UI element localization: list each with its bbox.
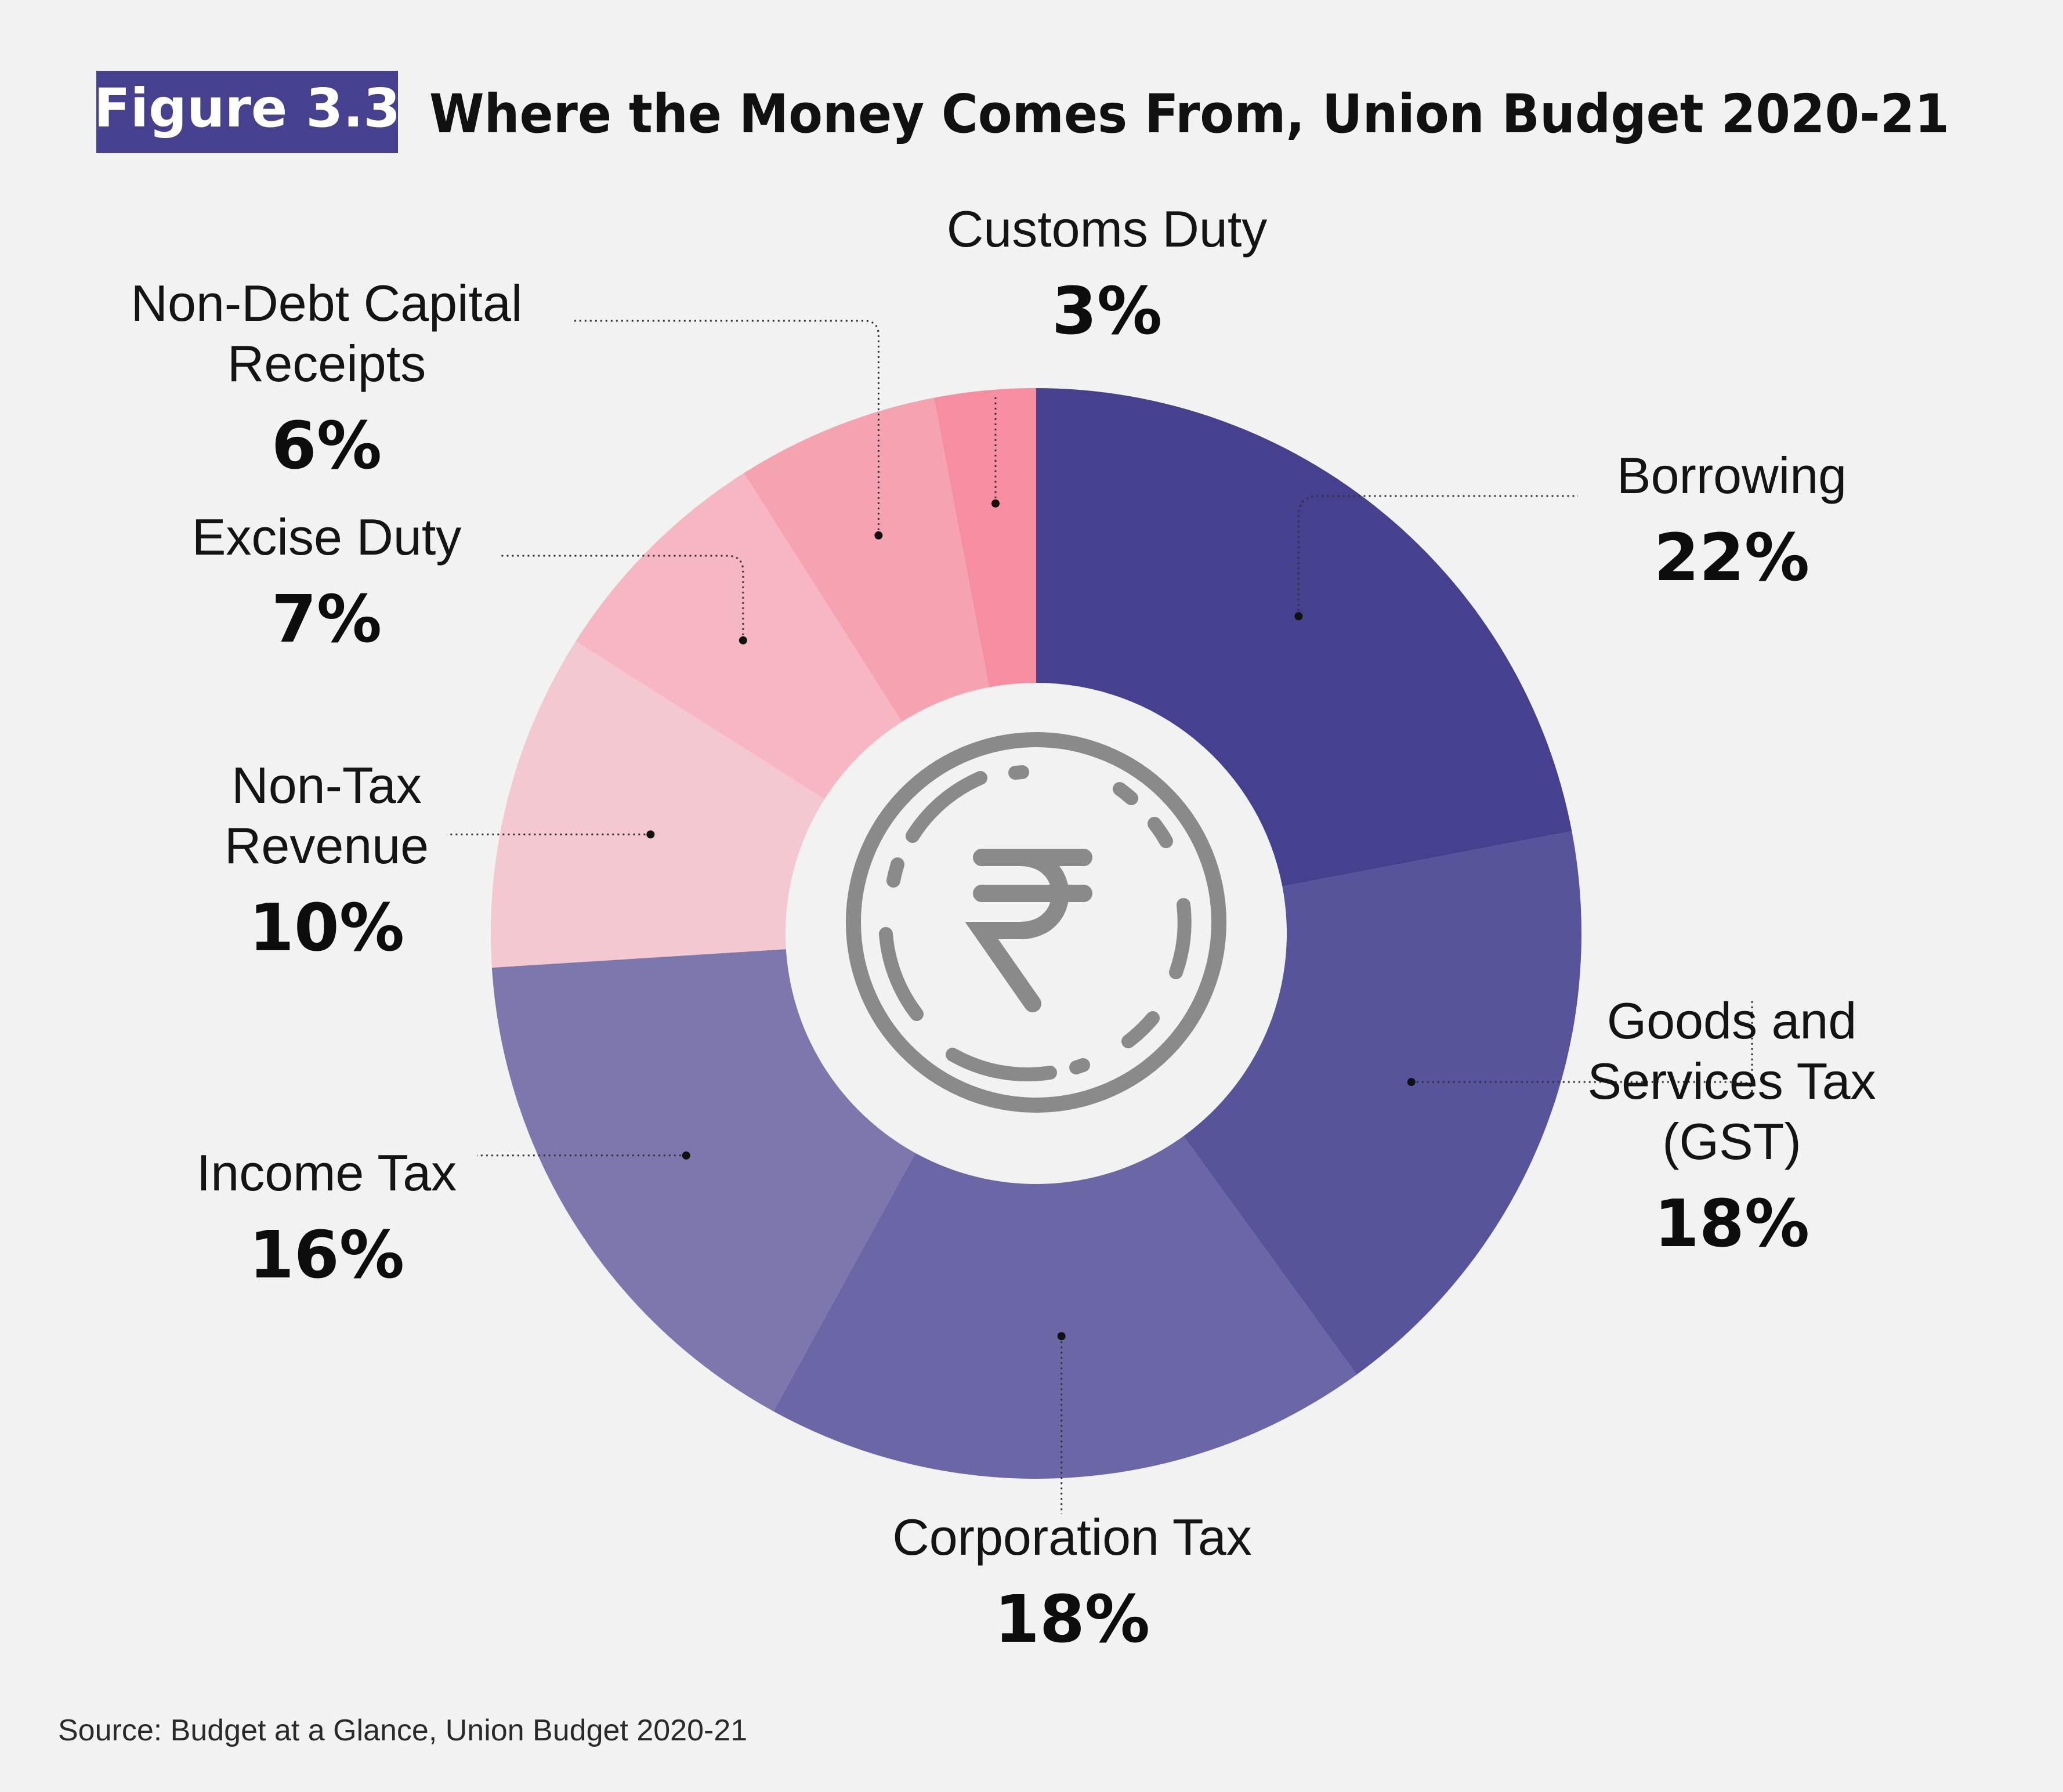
- leader-dot-borrowing: [1294, 612, 1303, 621]
- slice-label-corporation-tax: Corporation Tax: [892, 1508, 1252, 1566]
- leader-line-non-debt-capital-receipts: [574, 320, 880, 535]
- slice-label-income-tax: Income Tax: [197, 1144, 457, 1201]
- slice-non-tax-revenue: [490, 641, 825, 968]
- leader-dot-non-tax-revenue: [646, 830, 655, 839]
- slice-borrowing: [1036, 388, 1572, 887]
- leader-dot-non-debt-capital-receipts: [874, 531, 883, 540]
- slice-label-non-tax-revenue: Revenue: [225, 817, 429, 874]
- leader-dot-goods-and-services-tax-gst: [1407, 1078, 1416, 1087]
- slice-label-non-debt-capital-receipts: Receipts: [227, 335, 426, 392]
- slice-label-borrowing: Borrowing: [1617, 447, 1847, 504]
- leader-line-excise-duty: [499, 555, 744, 640]
- slice-label-goods-and-services-tax-gst: Services Tax: [1587, 1052, 1876, 1110]
- slice-non-debt-capital-receipts: [744, 397, 990, 722]
- slice-label-excise-duty: Excise Duty: [192, 508, 462, 566]
- leader-dot-excise-duty: [739, 636, 747, 645]
- source-note: Source: Budget at a Glance, Union Budget…: [58, 1714, 747, 1747]
- figure-label: Figure 3.3: [94, 77, 401, 139]
- slice-label-non-tax-revenue: Non-Tax: [231, 756, 422, 814]
- slice-value-excise-duty: 7%: [272, 582, 382, 657]
- slice-label-non-debt-capital-receipts: Non-Debt Capital: [131, 274, 523, 332]
- slice-value-borrowing: 22%: [1654, 520, 1809, 596]
- slice-value-corporation-tax: 18%: [994, 1582, 1150, 1657]
- slice-goods-and-services-tax-gst: [1183, 831, 1582, 1375]
- slice-income-tax: [491, 949, 915, 1411]
- slice-label-customs-duty: Customs Duty: [947, 200, 1268, 258]
- rupee-coin-icon: [846, 732, 1226, 1113]
- slice-label-goods-and-services-tax-gst: (GST): [1662, 1113, 1801, 1170]
- slice-value-non-tax-revenue: 10%: [249, 890, 404, 966]
- slice-value-non-debt-capital-receipts: 6%: [272, 408, 382, 484]
- slice-corporation-tax: [773, 1136, 1357, 1479]
- leader-line-borrowing: [1297, 495, 1578, 617]
- leader-dot-income-tax: [682, 1151, 690, 1160]
- donut-slices: [490, 388, 1582, 1479]
- leader-line-goods-and-services-tax-gst: [1411, 999, 1753, 1094]
- chart-title: Where the Money Comes From, Union Budget…: [429, 83, 1949, 145]
- leader-dot-corporation-tax: [1057, 1332, 1066, 1341]
- slice-excise-duty: [576, 473, 902, 799]
- leader-dot-customs-duty: [991, 499, 1000, 508]
- leader-lines: [447, 320, 1753, 1514]
- slice-value-income-tax: 16%: [249, 1218, 404, 1293]
- slice-value-customs-duty: 3%: [1052, 274, 1162, 349]
- slice-customs-duty: [933, 388, 1036, 687]
- figure-badge: [96, 71, 398, 153]
- slice-value-goods-and-services-tax-gst: 18%: [1654, 1186, 1809, 1262]
- slice-label-goods-and-services-tax-gst: Goods and: [1607, 992, 1857, 1049]
